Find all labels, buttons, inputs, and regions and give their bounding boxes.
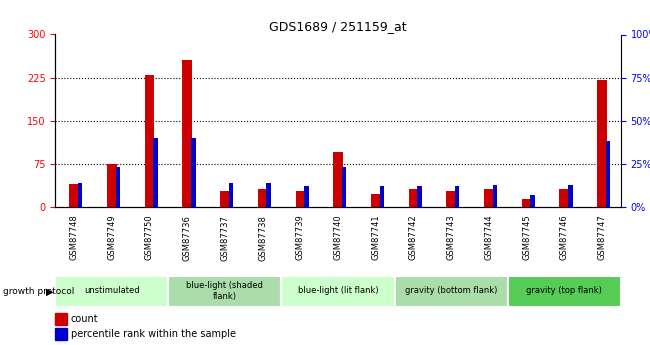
Bar xyxy=(371,194,380,207)
Bar xyxy=(447,191,456,207)
FancyBboxPatch shape xyxy=(55,276,168,307)
Bar xyxy=(455,186,460,207)
Text: gravity (top flank): gravity (top flank) xyxy=(526,286,602,295)
Title: GDS1689 / 251159_at: GDS1689 / 251159_at xyxy=(269,20,407,33)
Text: count: count xyxy=(70,314,98,324)
Bar xyxy=(522,199,531,207)
Bar xyxy=(304,186,309,207)
Text: percentile rank within the sample: percentile rank within the sample xyxy=(70,329,235,339)
FancyBboxPatch shape xyxy=(168,276,281,307)
Text: blue-light (shaded
flank): blue-light (shaded flank) xyxy=(187,281,263,300)
Bar xyxy=(380,186,384,207)
Bar xyxy=(493,185,497,207)
Bar xyxy=(417,186,422,207)
Bar xyxy=(145,75,154,207)
Text: ▶: ▶ xyxy=(46,287,53,296)
Bar xyxy=(484,189,493,207)
Bar xyxy=(409,189,418,207)
Bar xyxy=(55,313,66,325)
Bar xyxy=(597,80,606,207)
Bar xyxy=(191,138,196,207)
Bar xyxy=(183,60,192,207)
Text: blue-light (lit flank): blue-light (lit flank) xyxy=(298,286,378,295)
Bar xyxy=(258,189,267,207)
Bar xyxy=(153,138,158,207)
Bar xyxy=(606,141,610,207)
Bar xyxy=(107,164,116,207)
FancyBboxPatch shape xyxy=(508,276,621,307)
Text: unstimulated: unstimulated xyxy=(84,286,140,295)
Text: gravity (bottom flank): gravity (bottom flank) xyxy=(405,286,497,295)
Text: growth protocol: growth protocol xyxy=(3,287,75,296)
FancyBboxPatch shape xyxy=(281,276,395,307)
Bar xyxy=(266,183,271,207)
Bar xyxy=(342,167,346,207)
Bar xyxy=(220,191,229,207)
FancyBboxPatch shape xyxy=(395,276,508,307)
Bar xyxy=(116,167,120,207)
Bar xyxy=(333,152,343,207)
Bar xyxy=(229,183,233,207)
Bar xyxy=(70,184,79,207)
Bar xyxy=(560,189,569,207)
Bar xyxy=(568,185,573,207)
Bar xyxy=(55,328,66,340)
Bar xyxy=(296,191,305,207)
Bar xyxy=(530,195,535,207)
Bar xyxy=(78,183,83,207)
